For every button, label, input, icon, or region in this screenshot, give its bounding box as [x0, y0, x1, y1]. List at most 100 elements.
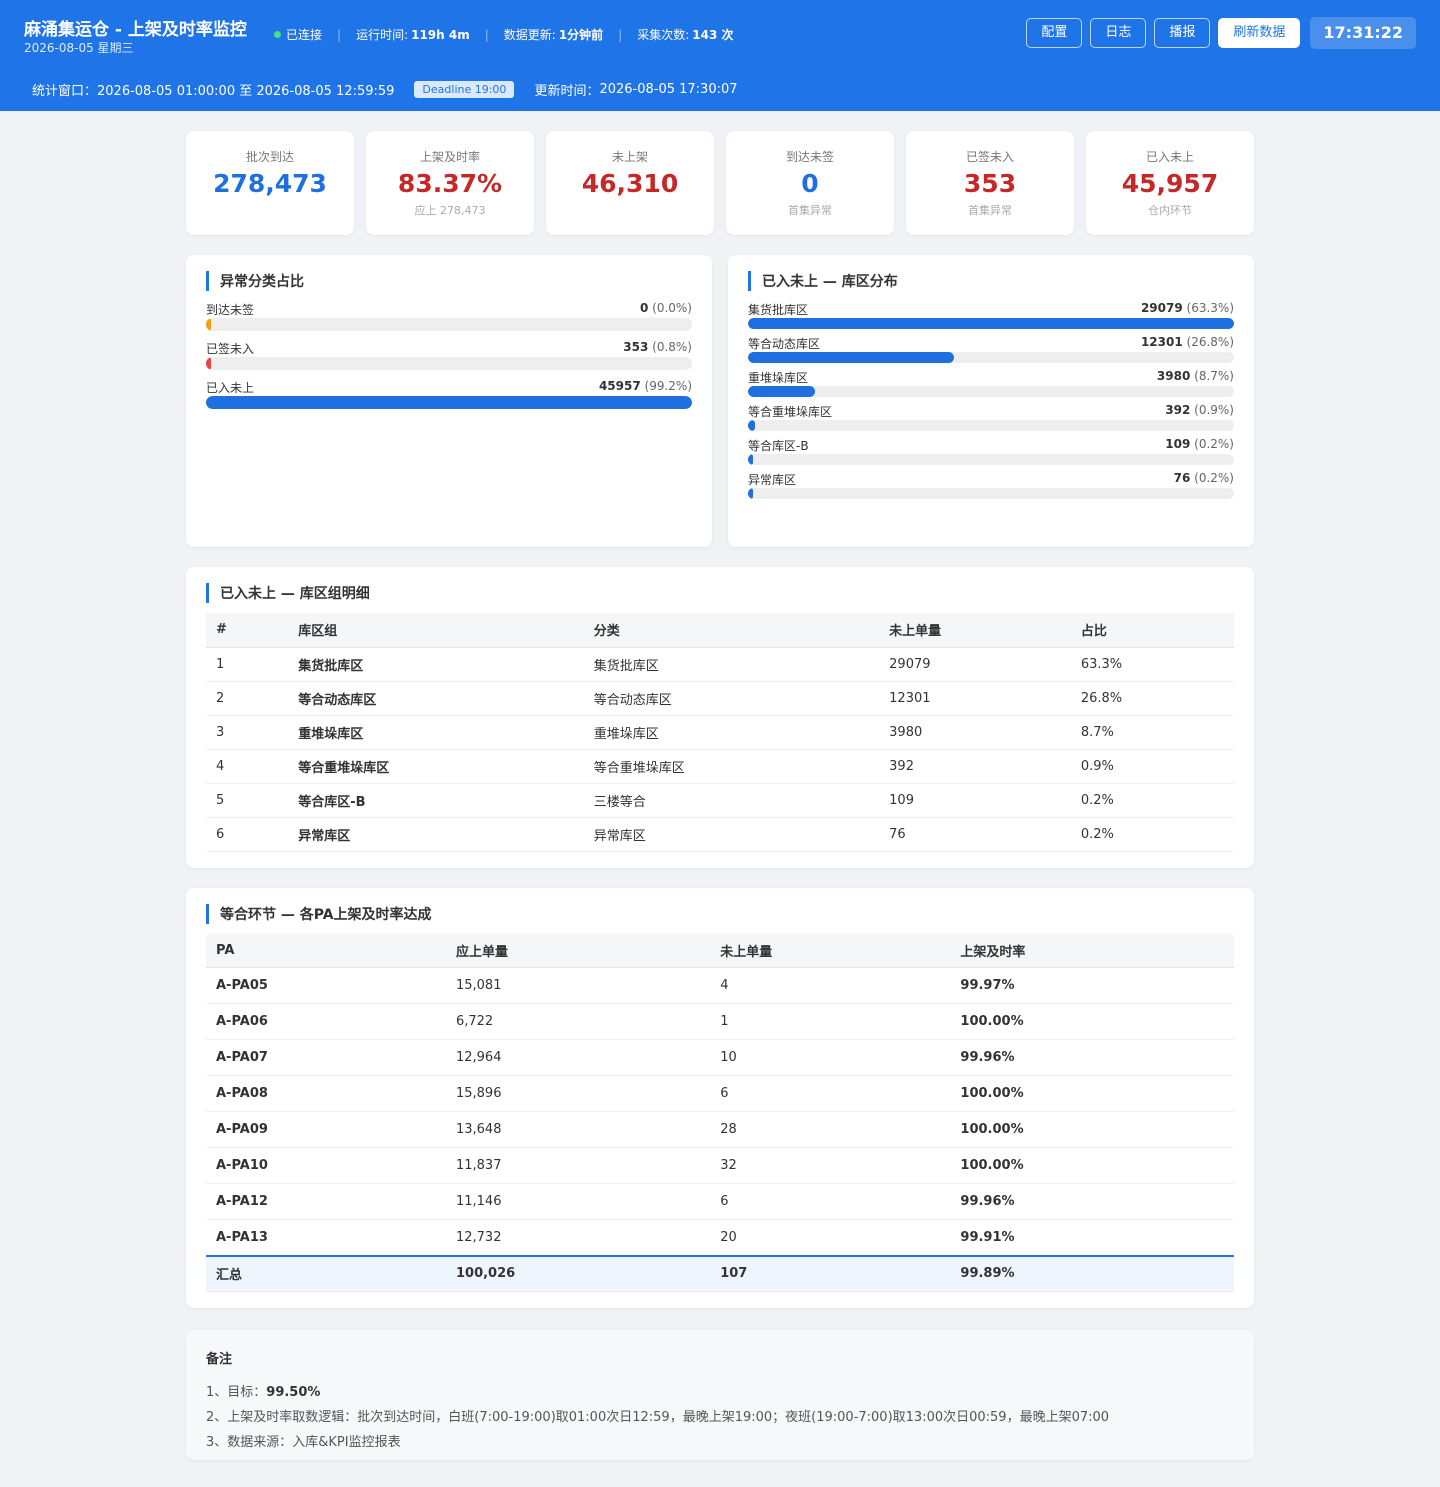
header: 麻涌集运仓 - 上架及时率监控 2026-08-05 星期三 已连接 | 运行时间:… [0, 0, 1440, 111]
cell: 异常库区 [583, 817, 880, 852]
button[interactable]: 刷新数据 [1218, 18, 1301, 48]
note-text: 1、目标： [206, 1385, 267, 1400]
cell: 76 [879, 817, 1071, 852]
bar-track [748, 488, 1234, 499]
bar-value: 29079 [1140, 301, 1183, 315]
button[interactable]: 播报 [1154, 18, 1211, 48]
bar-fill [748, 318, 1234, 329]
bar-head: 重堆垛库区 3980 (8.7%) [748, 369, 1234, 386]
cell: 12,964 [445, 1039, 711, 1076]
note: 3、数据来源：入库&KPI监控报表 [206, 1431, 1234, 1450]
column-header: 应上单量 [445, 933, 711, 968]
kpi-sub: 首集异常 [788, 204, 832, 217]
bar-figures: 353 (0.8%) [623, 340, 692, 357]
cell: A-PA12 [206, 1183, 446, 1220]
cell: A-PA08 [206, 1075, 446, 1112]
cell: 100,026 [445, 1254, 711, 1292]
bar-figures: 29079 (63.3%) [1141, 301, 1234, 318]
cell: 99.89% [950, 1254, 1234, 1292]
kpi-value: 353 [963, 169, 1017, 198]
bar-name: 等合库区-B [748, 439, 809, 453]
bar-fill [206, 357, 211, 370]
bar-pct: (8.7%) [1194, 369, 1234, 383]
cell: 8.7% [1070, 715, 1234, 750]
bar-fill [748, 420, 755, 431]
cell: 异常库区 [288, 817, 584, 852]
anomaly-panel: 异常分类占比 到达未签 0 (0.0%) 已签未入 353 (0.8%) 已入未上 4595… [186, 255, 712, 547]
clock: 17:31:22 [1310, 17, 1416, 49]
row: A-PA13 12,732 20 99.91% [206, 1219, 1234, 1256]
cell: 63.3% [1070, 647, 1234, 682]
stat-value: 143 次 [692, 28, 734, 42]
column-header: 库区组 [288, 613, 584, 648]
status: 已连接 [286, 28, 323, 42]
bar-fill [748, 352, 954, 363]
cell: A-PA07 [206, 1039, 446, 1076]
cell: A-PA13 [206, 1219, 446, 1256]
row: A-PA07 12,964 10 99.96% [206, 1039, 1234, 1076]
bar-fill [748, 454, 753, 465]
updated-label: 更新时间： [534, 84, 600, 99]
notes: 备注 1、目标：99.50% 2、上架及时率取数逻辑：批次到达时间，白班(7:00-… [186, 1330, 1254, 1460]
column-header: 未上单量 [710, 933, 951, 968]
row: 2 等合动态库区 等合动态库区 12301 26.8% [206, 681, 1234, 716]
table: PA 应上单量 未上单量 上架及时率 A-PA05 15,081 4 99.97% A-PA06… [206, 933, 1234, 1292]
bar-head: 异常库区 76 (0.2%) [748, 471, 1234, 488]
cell: 26.8% [1070, 681, 1234, 716]
bar-track [748, 420, 1234, 431]
cell: 5 [206, 783, 289, 818]
cell: 4 [710, 967, 951, 1004]
cell: 12301 [879, 681, 1071, 716]
cell: 20 [710, 1219, 951, 1256]
cell: 3980 [879, 715, 1071, 750]
button[interactable]: 配置 [1026, 18, 1083, 48]
bar-head: 等合动态库区 12301 (26.8%) [748, 335, 1234, 352]
bar-value: 45957 [598, 379, 641, 393]
cell: 等合库区-B [288, 783, 584, 818]
cell: 100.00% [950, 1075, 1234, 1112]
note-bold: 99.50% [266, 1385, 321, 1400]
bar-name: 集货批库区 [748, 303, 809, 317]
button[interactable]: 日志 [1090, 18, 1147, 48]
cell: 3 [206, 715, 289, 750]
kpi-card: 已入未上 45,957 仓内环节 [1086, 131, 1254, 235]
row: A-PA09 13,648 28 100.00% [206, 1111, 1234, 1148]
cell: 109 [879, 783, 1071, 818]
zone-panel: 已入未上 — 库区分布 集货批库区 29079 (63.3%) 等合动态库区 12301… [728, 255, 1254, 547]
cell: 0.2% [1070, 817, 1234, 852]
kpi-card: 到达未签 0 首集异常 [726, 131, 894, 235]
bar-pct: (99.2%) [644, 379, 692, 393]
bar-figures: 12301 (26.8%) [1141, 335, 1234, 352]
bar-item: 等合重堆垛库区 392 (0.9%) [748, 403, 1234, 431]
cell: 100.00% [950, 1003, 1234, 1040]
cell: 6 [710, 1183, 951, 1220]
note-text: 2、上架及时率取数逻辑：批次到达时间，白班(7:00-19:00)取01:00次… [206, 1410, 1110, 1425]
bar-head: 已签未入 353 (0.8%) [206, 340, 692, 357]
notes-title: 备注 [206, 1352, 233, 1367]
cell: 99.97% [950, 967, 1234, 1004]
bar-track [748, 318, 1234, 329]
kpi-label: 已入未上 [1145, 150, 1194, 164]
panel-title: 异常分类占比 [206, 271, 692, 291]
note: 2、上架及时率取数逻辑：批次到达时间，白班(7:00-19:00)取01:00次… [206, 1406, 1234, 1425]
cell: A-PA06 [206, 1003, 446, 1040]
cell: 1 [710, 1003, 951, 1040]
stat-value: 119h 4m [411, 27, 470, 42]
bar-figures: 45957 (99.2%) [599, 379, 692, 396]
cell: 99.96% [950, 1183, 1234, 1220]
bar-name: 到达未签 [206, 303, 255, 317]
bar-fill [206, 318, 211, 331]
cell: 99.96% [950, 1039, 1234, 1076]
window: 2026-08-05 01:00:00 至 2026-08-05 12:59:5… [97, 84, 395, 99]
cell: 12,732 [445, 1219, 711, 1256]
bar-head: 等合库区-B 109 (0.2%) [748, 437, 1234, 454]
bar-item: 已入未上 45957 (99.2%) [206, 379, 692, 409]
bar-head: 集货批库区 29079 (63.3%) [748, 301, 1234, 318]
kpi-sub: 首集异常 [968, 204, 1012, 217]
kpi-label: 未上架 [611, 150, 648, 164]
cell: 11,837 [445, 1147, 711, 1184]
row: 5 等合库区-B 三楼等合 109 0.2% [206, 783, 1234, 818]
header-row: # 库区组 分类 未上单量 占比 [206, 613, 1234, 648]
kpi-card: 批次到达 278,473 [186, 131, 354, 235]
